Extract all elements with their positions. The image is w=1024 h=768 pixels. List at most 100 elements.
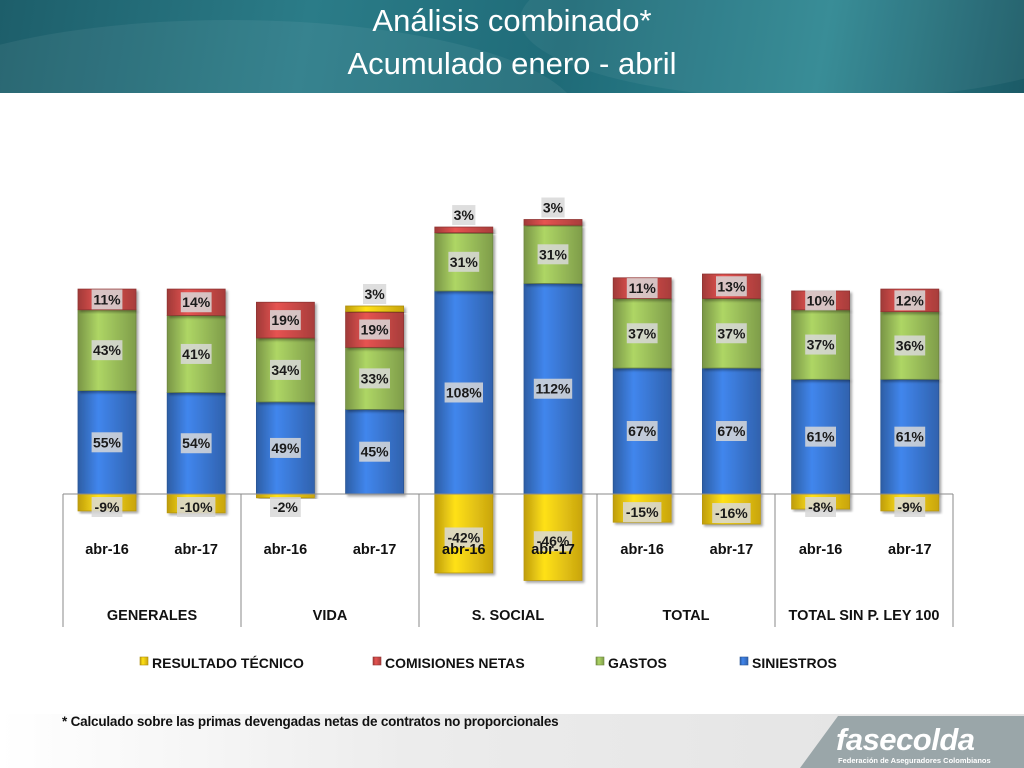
- bar-comisiones-netas: [434, 226, 494, 234]
- group-label: S. SOCIAL: [472, 608, 545, 624]
- legend-label-siniestros: SINIESTROS: [752, 655, 837, 671]
- legend-label-comisiones-netas: COMISIONES NETAS: [385, 655, 525, 671]
- data-label-siniestros-bg: [444, 382, 483, 403]
- bar-comisiones-netas: [523, 219, 583, 226]
- data-label-comisiones-netas-bg: [180, 292, 212, 313]
- data-label-gastos-bg: [894, 335, 926, 356]
- category-tick-label: abr-16: [620, 542, 664, 558]
- data-label-resultado-tecnico: -16%: [715, 505, 748, 521]
- legend-swatch-siniestros: [739, 656, 749, 666]
- data-label-resultado-tecnico: -42%: [447, 529, 480, 545]
- data-label-siniestros: 67%: [628, 423, 657, 439]
- data-label-comisiones-netas: 11%: [629, 280, 657, 296]
- group-label: TOTAL SIN P. LEY 100: [789, 608, 940, 624]
- data-label-gastos-bg: [359, 368, 390, 389]
- data-label-siniestros-bg: [626, 421, 658, 442]
- data-label-comisiones-netas: 3%: [454, 207, 475, 223]
- bar-comisiones-netas: [345, 311, 405, 348]
- data-label-resultado-tecnico-bg: [91, 497, 123, 517]
- data-label-gastos: 36%: [896, 337, 925, 353]
- data-label-resultado-tecnico: -9%: [897, 499, 922, 515]
- legend-label-gastos: GASTOS: [608, 655, 667, 671]
- data-label-resultado-tecnico: -9%: [95, 499, 120, 515]
- data-label-resultado-tecnico-bg: [623, 502, 662, 523]
- data-label-gastos-bg: [448, 251, 480, 272]
- data-label-siniestros-bg: [716, 421, 747, 442]
- data-label-gastos: 34%: [271, 362, 300, 378]
- data-label-gastos-bg: [805, 334, 836, 355]
- data-label-comisiones-netas-bg: [91, 289, 123, 310]
- footnote: * Calculado sobre las primas devengadas …: [62, 714, 559, 729]
- stacked-bar-chart: 55% 43% 11% -9% 54% 41% 14% -10% 49% 34% 19% -2% 45%…: [62, 197, 954, 671]
- data-label-siniestros-bg: [270, 437, 301, 458]
- data-label-gastos: 43%: [93, 342, 122, 358]
- category-tick-label: abr-16: [799, 542, 843, 558]
- legend-label-resultado-tecnico: RESULTADO TÉCNICO: [152, 655, 304, 671]
- data-label-comisiones-netas: 11%: [93, 291, 121, 307]
- data-label-resultado-tecnico: -15%: [626, 504, 659, 520]
- group-label: GENERALES: [107, 608, 198, 624]
- data-label-siniestros: 49%: [271, 440, 300, 456]
- legend-swatch-resultado-tecnico: [139, 656, 149, 666]
- data-label-siniestros-bg: [894, 426, 926, 447]
- data-label-comisiones-netas-bg: [894, 290, 926, 311]
- data-label-resultado-tecnico-bg: [894, 497, 926, 517]
- data-label-gastos-bg: [537, 244, 569, 265]
- data-label-comisiones-netas: 10%: [807, 292, 836, 308]
- data-label-gastos: 37%: [628, 325, 657, 341]
- data-label-comisiones-netas: 14%: [182, 294, 211, 310]
- logo-wordmark: fasecolda: [836, 722, 975, 757]
- data-label-resultado-tecnico: -2%: [273, 499, 298, 515]
- data-label-siniestros-bg: [805, 426, 836, 447]
- data-label-siniestros-bg: [533, 378, 573, 399]
- category-tick-label: abr-17: [353, 542, 397, 558]
- category-tick-label: abr-16: [442, 542, 486, 558]
- data-label-siniestros: 55%: [93, 434, 122, 450]
- data-label-resultado-tecnico-bg: [363, 284, 387, 304]
- data-label-comisiones-netas-bg: [805, 290, 836, 311]
- data-label-gastos: 31%: [539, 246, 568, 262]
- data-label-gastos-bg: [270, 359, 301, 380]
- logo-subtitle: Federación de Aseguradores Colombianos: [838, 756, 991, 765]
- page-title: Análisis combinado*: [372, 3, 652, 38]
- fasecolda-logo: fasecolda Federación de Aseguradores Col…: [800, 716, 1024, 768]
- data-label-siniestros-bg: [91, 432, 123, 453]
- data-label-resultado-tecnico-bg: [177, 497, 216, 517]
- data-label-resultado-tecnico-bg: [533, 531, 573, 552]
- data-label-comisiones-netas: 19%: [271, 312, 300, 328]
- data-label-siniestros: 61%: [896, 429, 925, 445]
- data-label-resultado-tecnico: 3%: [364, 286, 385, 302]
- category-tick-label: abr-17: [174, 542, 218, 558]
- group-label: TOTAL: [663, 608, 710, 624]
- data-label-resultado-tecnico: -10%: [180, 499, 213, 515]
- data-label-comisiones-netas: 12%: [896, 292, 925, 308]
- data-label-comisiones-netas-bg: [270, 310, 301, 331]
- data-label-siniestros: 112%: [535, 381, 571, 397]
- data-label-resultado-tecnico-bg: [444, 527, 483, 548]
- data-label-gastos: 31%: [450, 254, 479, 270]
- legend-swatch-gastos: [595, 656, 605, 666]
- data-label-comisiones-netas-bg: [541, 197, 565, 218]
- data-label-comisiones-netas: 3%: [543, 200, 564, 216]
- data-label-resultado-tecnico: -46%: [537, 533, 570, 549]
- data-label-gastos: 37%: [807, 337, 836, 353]
- category-tick-label: abr-16: [264, 542, 308, 558]
- group-label: VIDA: [313, 608, 348, 624]
- data-label-gastos-bg: [180, 343, 212, 364]
- data-label-resultado-tecnico-bg: [712, 503, 751, 524]
- data-label-gastos: 41%: [182, 346, 211, 362]
- data-label-comisiones-netas-bg: [716, 276, 747, 297]
- data-label-resultado-tecnico-bg: [270, 497, 301, 517]
- data-label-comisiones-netas-bg: [359, 319, 390, 340]
- data-label-siniestros-bg: [359, 441, 390, 462]
- data-label-comisiones-netas: 19%: [361, 322, 390, 338]
- data-label-comisiones-netas-bg: [452, 205, 476, 226]
- data-label-gastos: 37%: [717, 325, 746, 341]
- bar-resultado-tecnico: [345, 305, 405, 313]
- data-label-siniestros: 61%: [807, 429, 836, 445]
- data-label-comisiones-netas: 13%: [717, 278, 746, 294]
- data-label-siniestros: 54%: [182, 435, 211, 451]
- data-label-siniestros-bg: [180, 433, 212, 454]
- data-label-siniestros: 108%: [446, 384, 482, 400]
- data-label-siniestros: 45%: [361, 444, 390, 460]
